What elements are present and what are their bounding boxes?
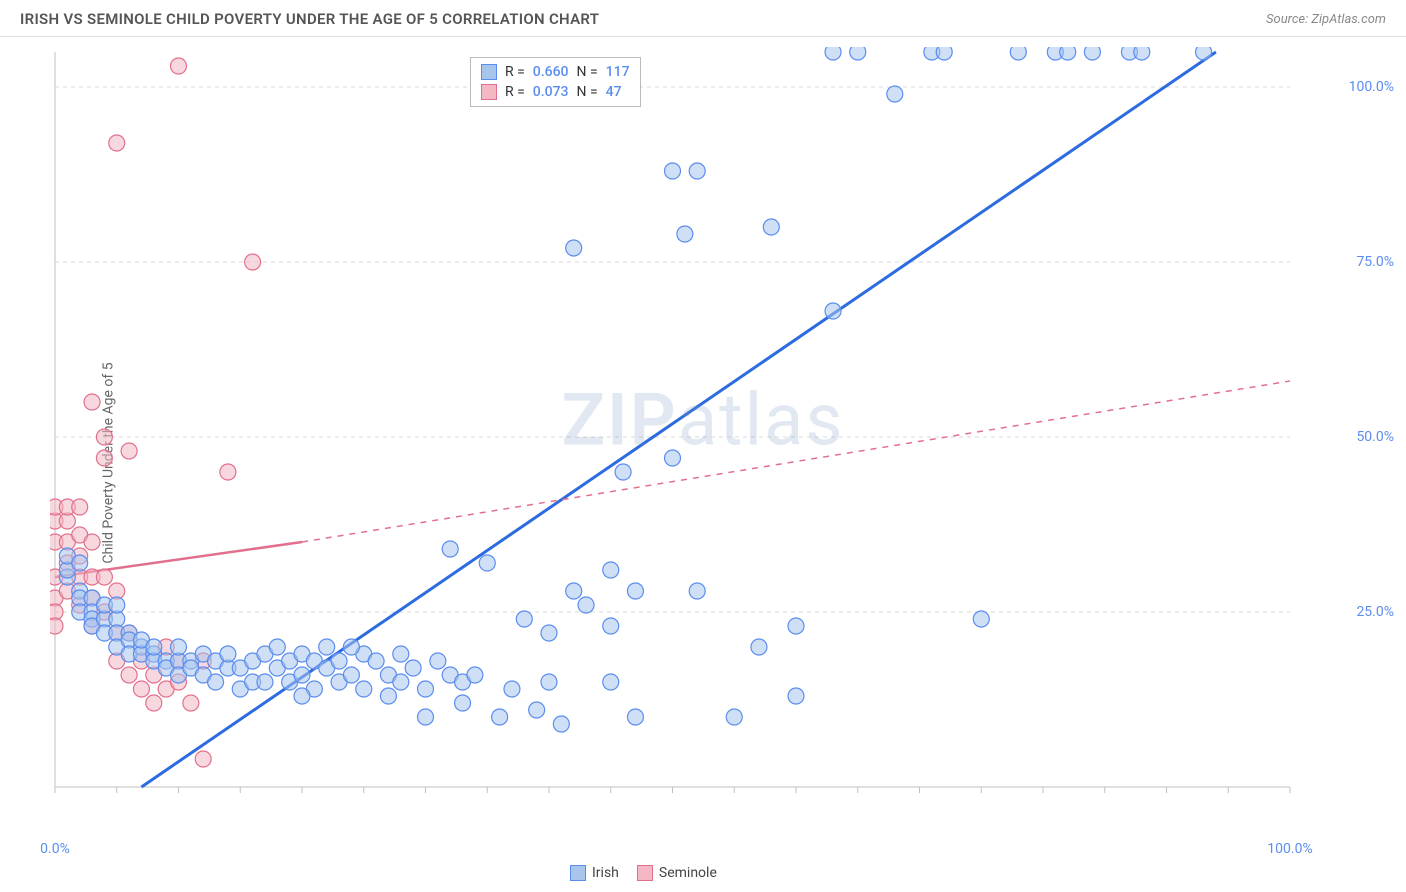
- n-label: N =: [577, 84, 598, 100]
- legend-swatch-irish-bottom: [570, 865, 586, 881]
- scatter-plot: [50, 47, 1370, 827]
- chart-source: Source: ZipAtlas.com: [1266, 12, 1386, 27]
- y-tick-label: 100.0%: [1349, 79, 1394, 95]
- y-tick-label: 75.0%: [1356, 254, 1394, 270]
- y-tick-label: 25.0%: [1356, 604, 1394, 620]
- n-value-seminole: 47: [606, 84, 622, 100]
- legend-label-irish: Irish: [592, 865, 619, 881]
- legend-swatch-seminole: [481, 84, 497, 100]
- legend-row-irish: R = 0.660 N = 117: [481, 62, 630, 82]
- n-value-irish: 117: [606, 64, 630, 80]
- chart-container: Child Poverty Under the Age of 5 ZIPatla…: [0, 37, 1406, 889]
- legend-item-irish: Irish: [570, 865, 619, 881]
- r-label: R =: [505, 64, 525, 80]
- x-tick-label: 100.0%: [1267, 841, 1312, 857]
- r-value-seminole: 0.073: [533, 84, 569, 100]
- chart-header: IRISH VS SEMINOLE CHILD POVERTY UNDER TH…: [0, 0, 1406, 37]
- r-label: R =: [505, 84, 525, 100]
- legend-swatch-irish: [481, 64, 497, 80]
- legend-label-seminole: Seminole: [659, 865, 717, 881]
- correlation-legend: R = 0.660 N = 117 R = 0.073 N = 47: [470, 57, 641, 107]
- legend-item-seminole: Seminole: [637, 865, 717, 881]
- r-value-irish: 0.660: [533, 64, 569, 80]
- legend-swatch-seminole-bottom: [637, 865, 653, 881]
- legend-row-seminole: R = 0.073 N = 47: [481, 82, 630, 102]
- y-tick-label: 50.0%: [1356, 429, 1394, 445]
- series-legend: Irish Seminole: [570, 865, 717, 881]
- chart-title: IRISH VS SEMINOLE CHILD POVERTY UNDER TH…: [20, 10, 599, 28]
- x-tick-label: 0.0%: [40, 841, 70, 857]
- n-label: N =: [577, 64, 598, 80]
